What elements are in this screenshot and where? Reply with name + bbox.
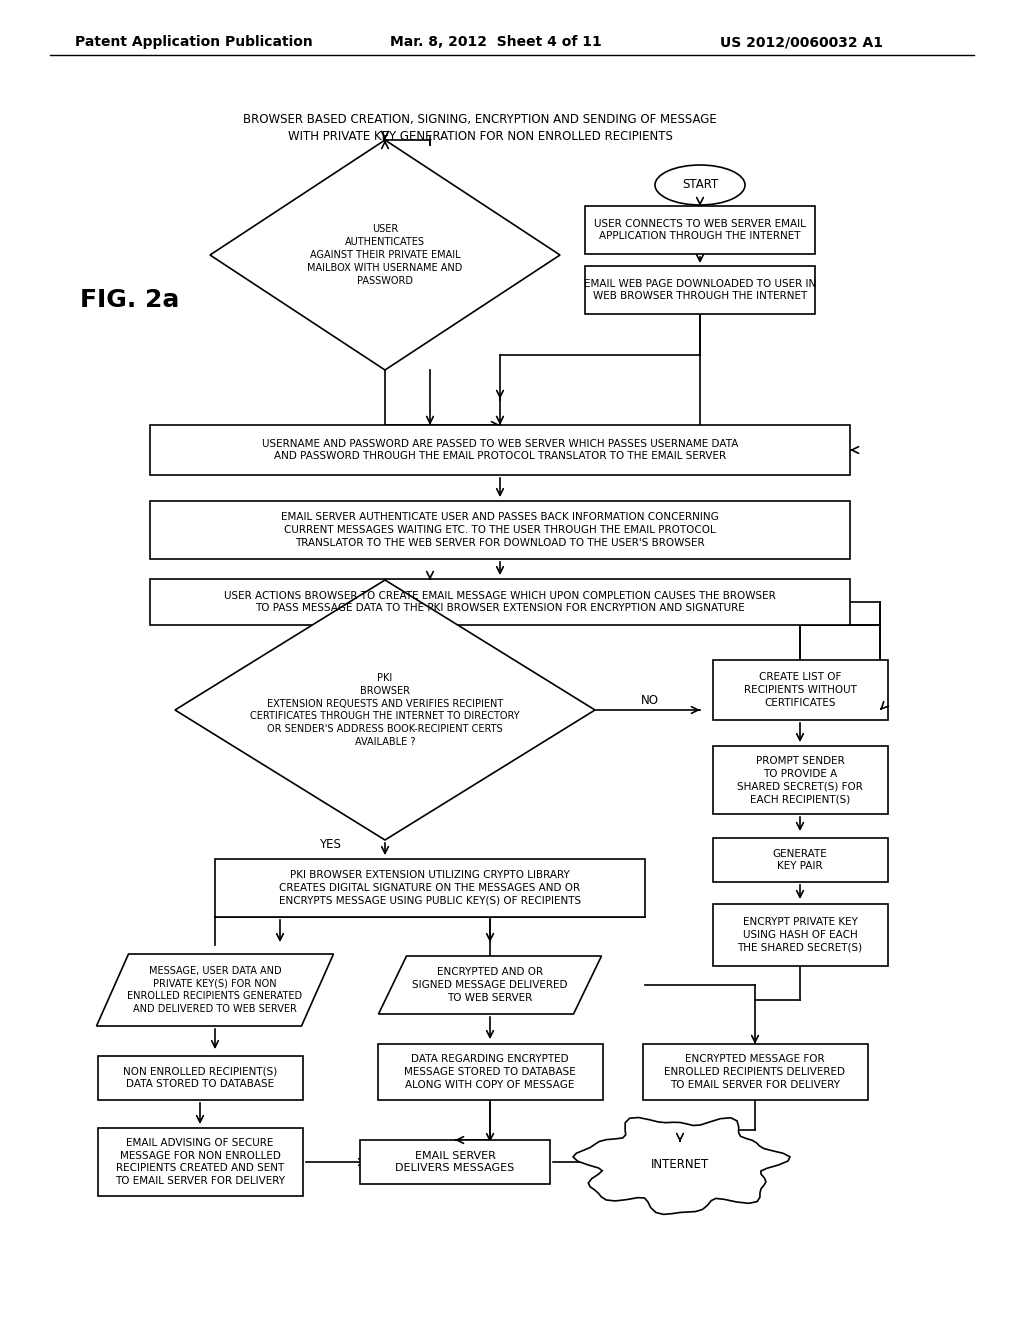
Text: USER
AUTHENTICATES
AGAINST THEIR PRIVATE EMAIL
MAILBOX WITH USERNAME AND
PASSWOR: USER AUTHENTICATES AGAINST THEIR PRIVATE…	[307, 224, 463, 285]
Text: NON ENROLLED RECIPIENT(S)
DATA STORED TO DATABASE: NON ENROLLED RECIPIENT(S) DATA STORED TO…	[123, 1067, 278, 1089]
Bar	[642, 1044, 867, 1100]
Text: NO: NO	[641, 693, 659, 706]
Ellipse shape	[655, 165, 745, 205]
Bar	[713, 660, 888, 719]
Text: USER ACTIONS BROWSER TO CREATE EMAIL MESSAGE WHICH UPON COMPLETION CAUSES THE BR: USER ACTIONS BROWSER TO CREATE EMAIL MES…	[224, 590, 776, 614]
Text: EMAIL SERVER AUTHENTICATE USER AND PASSES BACK INFORMATION CONCERNING
CURRENT ME: EMAIL SERVER AUTHENTICATE USER AND PASSE…	[282, 512, 719, 548]
Text: PKI BROWSER EXTENSION UTILIZING CRYPTO LIBRARY
CREATES DIGITAL SIGNATURE ON THE : PKI BROWSER EXTENSION UTILIZING CRYPTO L…	[279, 870, 581, 906]
Polygon shape	[175, 579, 595, 840]
Bar	[360, 1140, 550, 1184]
Text: START: START	[682, 178, 718, 191]
Text: USERNAME AND PASSWORD ARE PASSED TO WEB SERVER WHICH PASSES USERNAME DATA
AND PA: USERNAME AND PASSWORD ARE PASSED TO WEB …	[262, 438, 738, 462]
Text: Patent Application Publication: Patent Application Publication	[75, 36, 312, 49]
Text: ENCRYPTED AND OR
SIGNED MESSAGE DELIVERED
TO WEB SERVER: ENCRYPTED AND OR SIGNED MESSAGE DELIVERE…	[413, 968, 567, 1003]
Text: ENCRYPTED MESSAGE FOR
ENROLLED RECIPIENTS DELIVERED
TO EMAIL SERVER FOR DELIVERY: ENCRYPTED MESSAGE FOR ENROLLED RECIPIENT…	[665, 1055, 846, 1090]
Text: EMAIL ADVISING OF SECURE
MESSAGE FOR NON ENROLLED
RECIPIENTS CREATED AND SENT
TO: EMAIL ADVISING OF SECURE MESSAGE FOR NON…	[115, 1138, 285, 1187]
Polygon shape	[573, 1118, 790, 1214]
Text: WITH PRIVATE KEY GENERATION FOR NON ENROLLED RECIPIENTS: WITH PRIVATE KEY GENERATION FOR NON ENRO…	[288, 131, 673, 144]
Bar	[585, 267, 815, 314]
Text: ENCRYPT PRIVATE KEY
USING HASH OF EACH
THE SHARED SECRET(S): ENCRYPT PRIVATE KEY USING HASH OF EACH T…	[737, 917, 862, 953]
Bar	[713, 746, 888, 814]
Text: USER CONNECTS TO WEB SERVER EMAIL
APPLICATION THROUGH THE INTERNET: USER CONNECTS TO WEB SERVER EMAIL APPLIC…	[594, 219, 806, 242]
Text: DATA REGARDING ENCRYPTED
MESSAGE STORED TO DATABASE
ALONG WITH COPY OF MESSAGE: DATA REGARDING ENCRYPTED MESSAGE STORED …	[404, 1055, 575, 1090]
Bar	[150, 425, 850, 475]
Bar	[378, 1044, 602, 1100]
Text: EMAIL WEB PAGE DOWNLOADED TO USER IN
WEB BROWSER THROUGH THE INTERNET: EMAIL WEB PAGE DOWNLOADED TO USER IN WEB…	[584, 279, 816, 301]
Text: BROWSER BASED CREATION, SIGNING, ENCRYPTION AND SENDING OF MESSAGE: BROWSER BASED CREATION, SIGNING, ENCRYPT…	[243, 114, 717, 127]
Text: PROMPT SENDER
TO PROVIDE A
SHARED SECRET(S) FOR
EACH RECIPIENT(S): PROMPT SENDER TO PROVIDE A SHARED SECRET…	[737, 756, 863, 804]
Bar	[97, 1129, 302, 1196]
Text: Mar. 8, 2012  Sheet 4 of 11: Mar. 8, 2012 Sheet 4 of 11	[390, 36, 602, 49]
Text: INTERNET: INTERNET	[651, 1159, 710, 1172]
Polygon shape	[210, 140, 560, 370]
Text: US 2012/0060032 A1: US 2012/0060032 A1	[720, 36, 883, 49]
Text: CREATE LIST OF
RECIPIENTS WITHOUT
CERTIFICATES: CREATE LIST OF RECIPIENTS WITHOUT CERTIF…	[743, 672, 856, 708]
Bar	[215, 859, 645, 917]
Text: FIG. 2a: FIG. 2a	[80, 288, 179, 312]
Bar	[150, 579, 850, 624]
Polygon shape	[379, 956, 601, 1014]
Polygon shape	[96, 954, 334, 1026]
Text: GENERATE
KEY PAIR: GENERATE KEY PAIR	[773, 849, 827, 871]
Bar	[713, 904, 888, 966]
Bar	[150, 502, 850, 558]
Bar	[97, 1056, 302, 1100]
Bar	[713, 838, 888, 882]
Bar	[585, 206, 815, 253]
Text: MESSAGE, USER DATA AND
PRIVATE KEY(S) FOR NON
ENROLLED RECIPIENTS GENERATED
AND : MESSAGE, USER DATA AND PRIVATE KEY(S) FO…	[127, 966, 302, 1014]
Text: PKI
BROWSER
EXTENSION REQUESTS AND VERIFIES RECIPIENT
CERTIFICATES THROUGH THE I: PKI BROWSER EXTENSION REQUESTS AND VERIF…	[250, 673, 520, 747]
Text: YES: YES	[319, 838, 341, 851]
Text: EMAIL SERVER
DELIVERS MESSAGES: EMAIL SERVER DELIVERS MESSAGES	[395, 1151, 515, 1173]
